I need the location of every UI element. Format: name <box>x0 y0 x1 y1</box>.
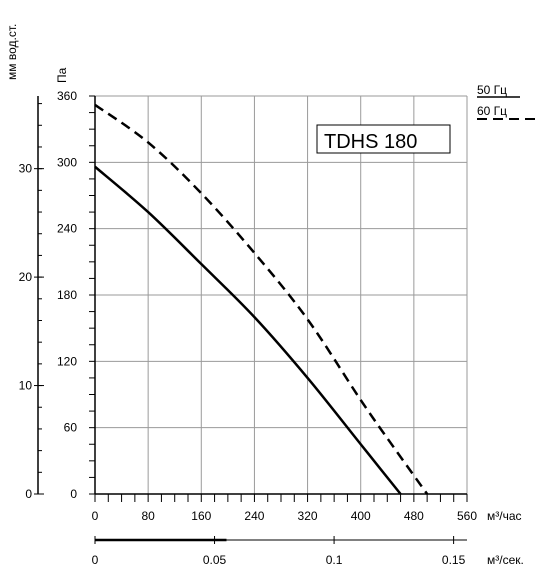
tick-labels: 0 80 160 240 320 400 480 5600601201802403003600… <box>19 89 478 567</box>
series-line-50hz <box>94 165 402 495</box>
y-tick-label: 360 <box>57 89 77 103</box>
y2-tick-label: 20 <box>19 270 33 284</box>
x-tick-label: 160 <box>191 509 211 523</box>
x2-tick-label: 0.1 <box>326 553 343 567</box>
x-tick-label: 320 <box>298 509 318 523</box>
legend: 50 Гц 60 Гц <box>477 83 536 120</box>
x-tick-label: 400 <box>351 509 371 523</box>
y-tick-label: 0 <box>70 487 77 501</box>
x-tick-label: 480 <box>404 509 424 523</box>
x2-tick-label: 0 <box>92 553 99 567</box>
series-lines <box>94 103 429 495</box>
y-tick-label: 180 <box>57 288 77 302</box>
title-box <box>316 124 451 154</box>
x-axis-label-primary: м³/час <box>487 509 522 523</box>
legend-label-50hz: 50 Гц <box>477 83 507 97</box>
x2-tick-label: 0.15 <box>442 553 466 567</box>
y-tick-label: 120 <box>57 354 77 368</box>
y2-tick-label: 30 <box>19 162 33 176</box>
y-tick-label: 60 <box>64 421 78 435</box>
y2-tick-label: 0 <box>25 487 32 501</box>
y-axis-label-primary: Па <box>55 67 69 83</box>
y2-tick-label: 10 <box>19 379 33 393</box>
x-tick-label: 560 <box>457 509 477 523</box>
x-tick-label: 80 <box>141 509 155 523</box>
grid-lines <box>94 95 468 495</box>
x-tick-label: 0 <box>92 509 99 523</box>
y-axis-label-secondary: мм вод.ст. <box>5 24 19 80</box>
y-tick-label: 240 <box>57 222 77 236</box>
y-tick-label: 300 <box>57 155 77 169</box>
chart-title: TDHS 180 <box>324 131 417 153</box>
legend-label-60hz: 60 Гц <box>477 104 507 118</box>
x-axis-label-secondary: м³/сек. <box>487 553 524 567</box>
series-line-60hz <box>94 103 429 495</box>
x-tick-label: 240 <box>244 509 264 523</box>
x2-tick-label: 0.05 <box>203 553 227 567</box>
axes <box>34 95 468 544</box>
